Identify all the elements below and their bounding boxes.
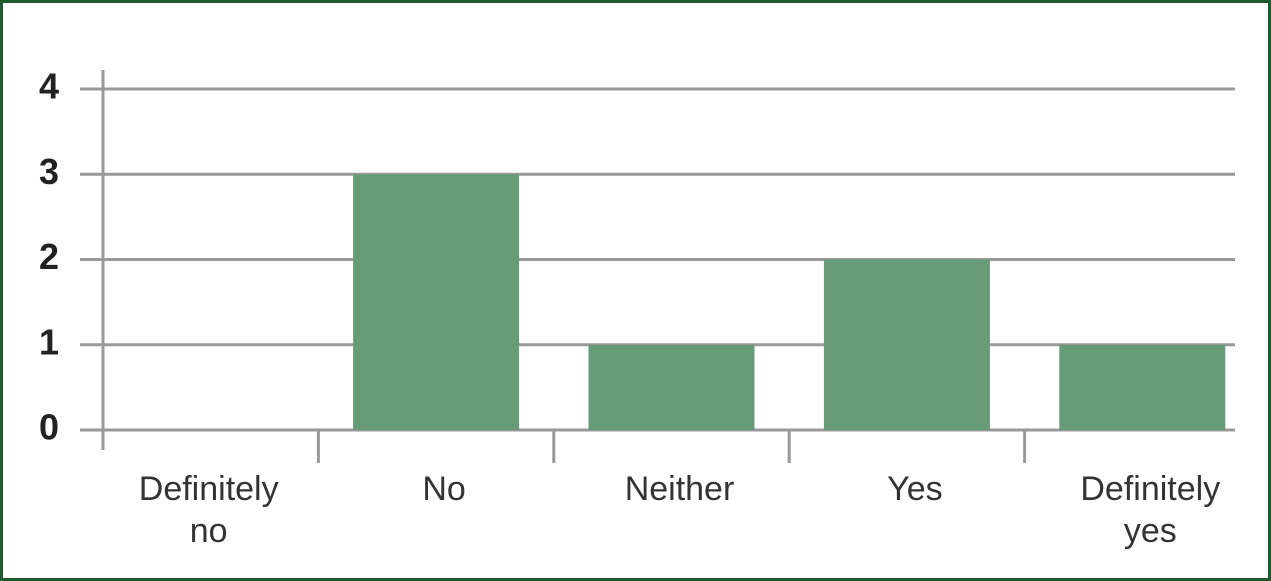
y-tick-label: 2 bbox=[39, 236, 59, 277]
y-tick-label: 4 bbox=[39, 66, 59, 107]
x-tick-label: No bbox=[422, 470, 466, 508]
bar bbox=[1059, 344, 1226, 430]
x-tick-label: Definitely yes bbox=[1080, 470, 1221, 550]
y-tick-label: 3 bbox=[39, 151, 59, 192]
x-tick-label: Neither bbox=[624, 470, 735, 508]
plot: 0 1 2 3 4 bbox=[39, 66, 1235, 463]
x-tick-label: Yes bbox=[887, 470, 943, 508]
y-tick-label: 0 bbox=[39, 407, 59, 448]
y-tick-label: 1 bbox=[39, 321, 59, 362]
bar bbox=[588, 344, 755, 430]
bar bbox=[823, 259, 990, 430]
x-tick-label: Definitely no bbox=[138, 470, 279, 550]
bar bbox=[353, 174, 520, 430]
